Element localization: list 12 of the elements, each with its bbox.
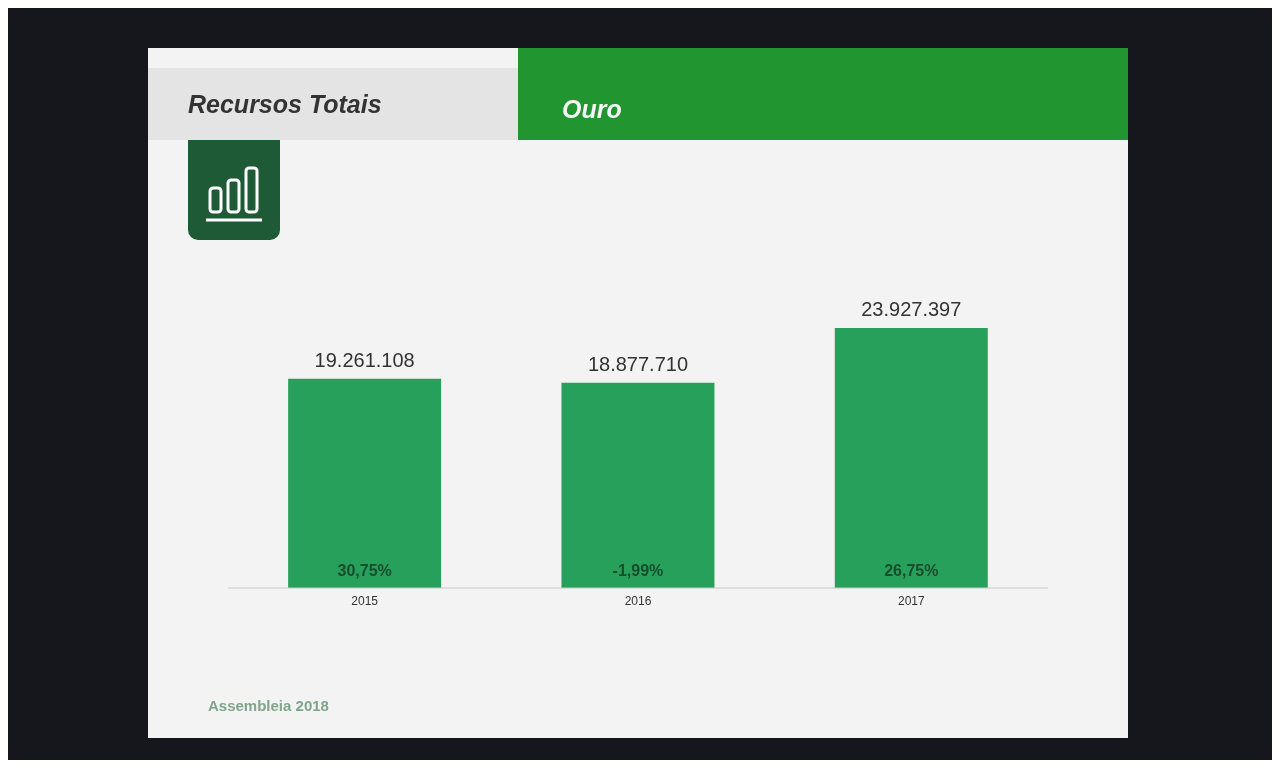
x-tick-label: 2016 — [624, 593, 652, 608]
x-tick-label: 2015 — [351, 593, 379, 608]
text: Assembleia 2018 — [208, 697, 329, 714]
chart-title: Recursos Totais — [188, 89, 382, 119]
data-label: 23.927.397 — [861, 298, 962, 320]
x-tick-label: 2017 — [897, 593, 925, 608]
annotation: 26,75% — [884, 561, 939, 579]
chart-subtitle: Ouro — [562, 94, 622, 124]
data-label: 18.877.710 — [587, 352, 689, 375]
data-label: 19.261.108 — [314, 348, 415, 371]
annotation: 30,75% — [337, 561, 392, 579]
annotation: -1,99% — [612, 561, 664, 579]
